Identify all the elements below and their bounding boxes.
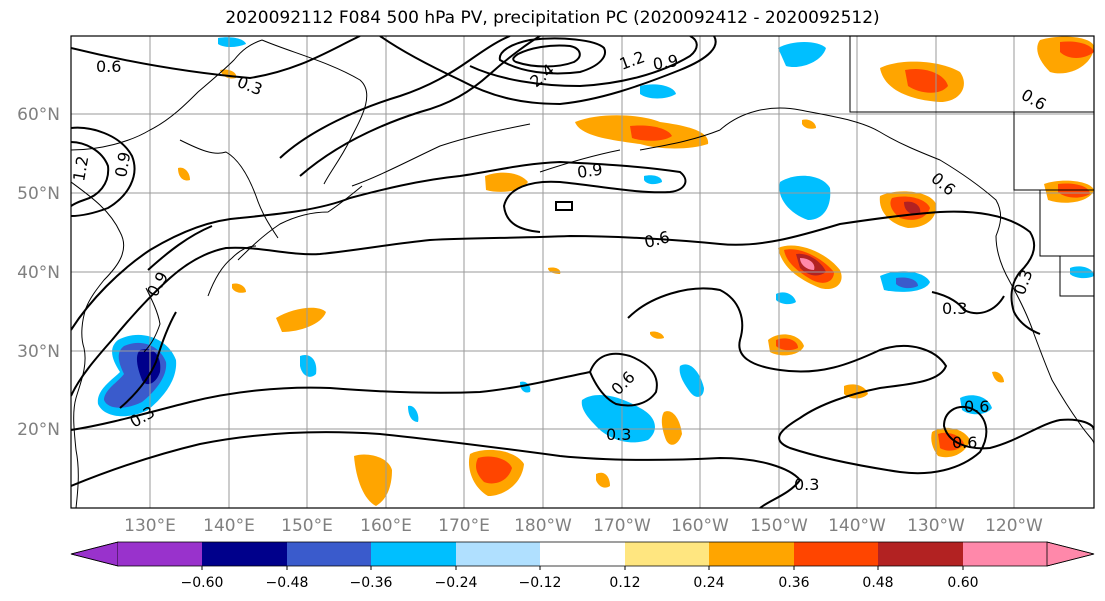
colorbar-tick-label: 0.60 (947, 575, 978, 591)
colorbar-tick-label: −0.36 (350, 575, 393, 591)
precip-blob (630, 125, 672, 141)
lon-label: 150°E (281, 516, 333, 536)
precip-blob (136, 349, 161, 385)
precip-blob (485, 172, 528, 192)
precip-blob (802, 119, 816, 129)
precip-blob (778, 42, 826, 68)
contour-label: 0.6 (96, 57, 121, 76)
pv-contours (71, 36, 1094, 508)
precip-blob (581, 394, 655, 443)
precip-blob (408, 405, 419, 422)
precip-blob (232, 283, 246, 293)
colorbar-extend-high (1046, 541, 1095, 567)
contour-label: 0.6 (952, 433, 977, 452)
precip-shading (97, 36, 1094, 506)
colorbar-tick-label: −0.60 (181, 575, 224, 591)
colorbar-segment (625, 542, 709, 566)
precip-blob (938, 432, 964, 451)
colorbar-segment (794, 542, 878, 566)
precip-blob (800, 258, 815, 270)
lon-label: 160°W (671, 516, 729, 536)
precip-blob (661, 411, 682, 445)
precip-blob (1060, 41, 1094, 58)
lat-label: 20°N (17, 420, 60, 440)
lon-label: 170°W (593, 516, 651, 536)
lon-label: 150°W (750, 516, 808, 536)
lon-label: 140°W (828, 516, 886, 536)
lat-label: 30°N (17, 342, 60, 362)
colorbar-tick-label: −0.48 (266, 575, 309, 591)
precip-blob (354, 454, 392, 506)
precip-blob (218, 37, 246, 47)
colorbar-tick-label: −0.12 (519, 575, 562, 591)
contour-label: 1.2 (69, 154, 92, 182)
colorbar-segment (878, 542, 963, 566)
precip-blob (300, 354, 317, 377)
precip-blob (992, 371, 1004, 383)
colorbar-segment (456, 542, 540, 566)
lat-labels: 60°N 50°N 40°N 30°N 20°N (17, 105, 60, 440)
colorbar-tick-label: 0.48 (862, 575, 893, 591)
contour-label: 0.9 (576, 160, 604, 182)
contour-label: 0.6 (964, 397, 989, 416)
precip-blob (904, 201, 921, 215)
colorbar-segment (287, 542, 371, 566)
colorbar-tick-label: 0.12 (609, 575, 640, 591)
contour-label: 0.9 (111, 150, 134, 178)
map-title: 2020092112 F084 500 hPa PV, precipitatio… (225, 8, 880, 28)
colorbar-tick-label: −0.24 (435, 575, 478, 591)
lon-labels: 130°E 140°E 150°E 160°E 170°E 180°W 170°… (124, 516, 1043, 536)
colorbar-segment (963, 542, 1047, 566)
precip-blob (896, 277, 918, 289)
lon-label: 130°W (907, 516, 965, 536)
precip-blob (1058, 183, 1090, 198)
colorbar-segment (709, 542, 794, 566)
colorbar-segment (540, 542, 625, 566)
precip-blob (640, 84, 676, 99)
contour-label: 0.9 (651, 51, 679, 74)
precip-blob (960, 395, 992, 415)
colorbar-segment (202, 542, 287, 566)
colorbar-extend-low (70, 541, 119, 567)
colorbar-segment (118, 542, 202, 566)
lat-label: 60°N (17, 105, 60, 125)
gridlines (71, 36, 1094, 508)
precip-blob (644, 175, 662, 185)
precip-blob (178, 167, 190, 181)
lon-label: 180°W (514, 516, 572, 536)
coastlines (71, 36, 1094, 508)
colorbar: −0.60 −0.48 −0.36 −0.24 −0.12 0.12 0.24 … (70, 541, 1095, 591)
colorbar-ticks (201, 566, 964, 570)
colorbar-tick-label: 0.36 (778, 575, 809, 591)
lon-label: 120°W (985, 516, 1043, 536)
precip-blob (679, 364, 704, 397)
precip-blob (596, 472, 610, 488)
precip-blob (776, 338, 798, 351)
contour-label: 0.3 (942, 299, 967, 318)
precip-blob (476, 456, 512, 484)
lat-label: 50°N (17, 184, 60, 204)
lon-label: 140°E (203, 516, 255, 536)
lat-label: 40°N (17, 263, 60, 283)
map-frame (70, 35, 1095, 509)
colorbar-segment (371, 542, 456, 566)
precip-blob (650, 331, 664, 339)
contour-label: 0.3 (606, 425, 631, 444)
precip-blob (276, 307, 326, 332)
precip-blob (779, 175, 831, 220)
lon-label: 160°E (360, 516, 412, 536)
lon-label: 170°E (438, 516, 490, 536)
contour-label: 0.3 (794, 475, 819, 494)
colorbar-tick-label: 0.24 (693, 575, 724, 591)
precip-blob (905, 68, 948, 93)
precip-blob (776, 292, 796, 305)
lon-label: 130°E (124, 516, 176, 536)
